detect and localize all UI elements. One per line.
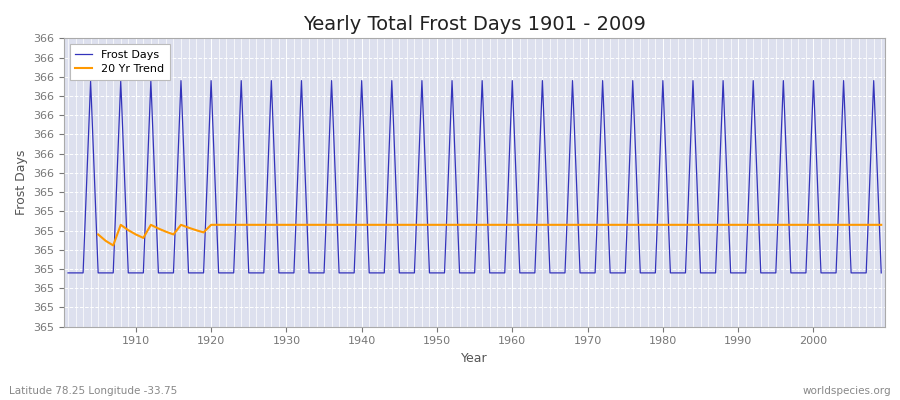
20 Yr Trend: [115, 222, 126, 227]
Line: 20 Yr Trend: 20 Yr Trend: [98, 225, 881, 246]
Frost Days: [63, 270, 74, 275]
Frost Days: [507, 78, 517, 83]
20 Yr Trend: [680, 222, 691, 227]
Frost Days: [605, 270, 616, 275]
20 Yr Trend: [108, 243, 119, 248]
20 Yr Trend: [213, 222, 224, 227]
20 Yr Trend: [876, 222, 886, 227]
Frost Days: [296, 78, 307, 83]
Frost Days: [876, 270, 886, 275]
Frost Days: [86, 78, 96, 83]
Frost Days: [130, 270, 141, 275]
Frost Days: [341, 270, 352, 275]
Title: Yearly Total Frost Days 1901 - 2009: Yearly Total Frost Days 1901 - 2009: [303, 15, 646, 34]
Legend: Frost Days, 20 Yr Trend: Frost Days, 20 Yr Trend: [70, 44, 169, 80]
Text: Latitude 78.25 Longitude -33.75: Latitude 78.25 Longitude -33.75: [9, 386, 177, 396]
20 Yr Trend: [93, 232, 104, 237]
Frost Days: [515, 270, 526, 275]
Y-axis label: Frost Days: Frost Days: [15, 150, 28, 215]
20 Yr Trend: [672, 222, 683, 227]
20 Yr Trend: [100, 238, 111, 243]
20 Yr Trend: [409, 222, 419, 227]
X-axis label: Year: Year: [462, 352, 488, 365]
Text: worldspecies.org: worldspecies.org: [803, 386, 891, 396]
20 Yr Trend: [446, 222, 457, 227]
Line: Frost Days: Frost Days: [68, 81, 881, 273]
